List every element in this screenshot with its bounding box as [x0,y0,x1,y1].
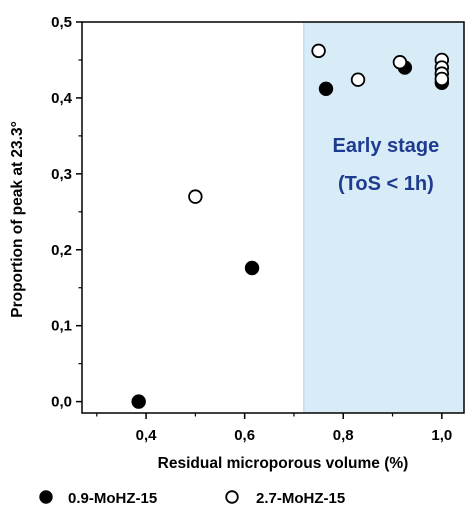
x-tick-label: 1,0 [431,427,452,444]
y-tick-labels: 0,0 0,1 0,2 0,3 0,4 0,5 [51,14,73,411]
x-tick-label: 0,4 [136,427,158,444]
x-tick-labels: 0,4 0,6 0,8 1,0 [136,427,453,444]
plot-frame [81,21,465,414]
legend-marker [225,490,239,504]
point-2.7-mohz-15 [188,189,203,204]
point-0.9-mohz-15 [131,394,146,409]
y-tick-label: 0,0 [51,394,72,411]
point-2.7-mohz-15 [392,55,408,70]
data-points [131,43,450,409]
legend-marker [39,490,53,504]
early-stage-label: Early stage [333,135,440,157]
x-tick-label: 0,6 [234,427,255,444]
x-tick-label: 0,8 [333,427,354,444]
point-2.7-mohz-15 [434,71,450,87]
point-0.9-mohz-15 [244,260,260,276]
x-axis-title: Residual microporous volume (%) [158,455,409,472]
point-2.7-mohz-15 [350,72,366,87]
y-tick-label: 0,2 [51,242,72,259]
legend-label: 2.7-MoHZ-15 [256,490,345,507]
axis-ticks [76,21,443,419]
tos-label: (ToS < 1h) [338,173,434,195]
y-tick-label: 0,5 [51,14,72,31]
y-axis-title: Proportion of peak at 23.3° [9,121,26,318]
point-0.9-mohz-15 [318,81,334,97]
y-tick-label: 0,4 [51,90,73,107]
legend-label: 0.9-MoHZ-15 [68,490,157,507]
y-tick-label: 0,3 [51,166,72,183]
legend: 0.9-MoHZ-15 2.7-MoHZ-15 [39,490,345,507]
point-2.7-mohz-15 [311,43,326,59]
y-tick-label: 0,1 [51,318,72,335]
